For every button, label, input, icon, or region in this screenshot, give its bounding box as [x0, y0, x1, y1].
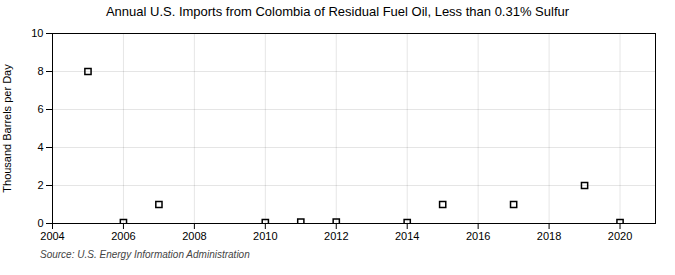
svg-text:2010: 2010: [253, 230, 277, 242]
svg-text:2016: 2016: [466, 230, 490, 242]
svg-text:2008: 2008: [182, 230, 206, 242]
svg-text:2014: 2014: [395, 230, 419, 242]
svg-text:2018: 2018: [537, 230, 561, 242]
svg-text:2: 2: [37, 179, 43, 191]
svg-text:0: 0: [37, 217, 43, 229]
svg-text:2006: 2006: [111, 230, 135, 242]
svg-text:8: 8: [37, 65, 43, 77]
svg-text:2004: 2004: [40, 230, 64, 242]
svg-text:4: 4: [37, 141, 43, 153]
svg-text:10: 10: [31, 27, 43, 39]
svg-text:6: 6: [37, 103, 43, 115]
svg-text:Thousand Barrels per Day: Thousand Barrels per Day: [1, 64, 13, 193]
html-text:Annual U.S. Imports from Colom: Annual U.S. Imports from Colombia of Res…: [105, 4, 570, 19]
html-text:Source: U.S. Energy Informatio: Source: U.S. Energy Information Administ…: [40, 249, 250, 260]
svg-text:2012: 2012: [324, 230, 348, 242]
svg-text:2020: 2020: [608, 230, 632, 242]
